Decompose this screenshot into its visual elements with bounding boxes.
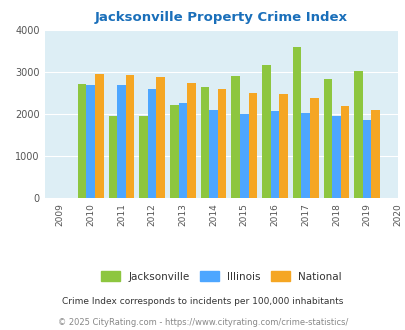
Text: Crime Index corresponds to incidents per 100,000 inhabitants: Crime Index corresponds to incidents per…: [62, 297, 343, 306]
Bar: [200, 86, 209, 198]
Bar: [279, 94, 287, 198]
Bar: [231, 76, 239, 198]
Bar: [178, 103, 187, 198]
Text: © 2025 CityRating.com - https://www.cityrating.com/crime-statistics/: © 2025 CityRating.com - https://www.city…: [58, 318, 347, 327]
Bar: [239, 114, 248, 198]
Bar: [309, 98, 318, 198]
Bar: [209, 111, 217, 198]
Bar: [371, 110, 379, 198]
Bar: [156, 77, 165, 198]
Bar: [331, 116, 340, 198]
Bar: [354, 71, 362, 198]
Bar: [170, 105, 178, 198]
Bar: [292, 47, 301, 198]
Legend: Jacksonville, Illinois, National: Jacksonville, Illinois, National: [97, 267, 345, 286]
Bar: [108, 116, 117, 198]
Bar: [362, 120, 371, 198]
Bar: [86, 85, 95, 198]
Bar: [248, 93, 257, 198]
Bar: [147, 89, 156, 198]
Bar: [340, 106, 348, 198]
Bar: [95, 74, 103, 198]
Bar: [187, 83, 195, 198]
Bar: [139, 116, 147, 198]
Bar: [117, 85, 126, 198]
Title: Jacksonville Property Crime Index: Jacksonville Property Crime Index: [94, 11, 347, 24]
Bar: [262, 65, 270, 198]
Bar: [301, 114, 309, 198]
Bar: [78, 84, 86, 198]
Bar: [126, 75, 134, 198]
Bar: [270, 111, 279, 198]
Bar: [323, 79, 331, 198]
Bar: [217, 88, 226, 198]
